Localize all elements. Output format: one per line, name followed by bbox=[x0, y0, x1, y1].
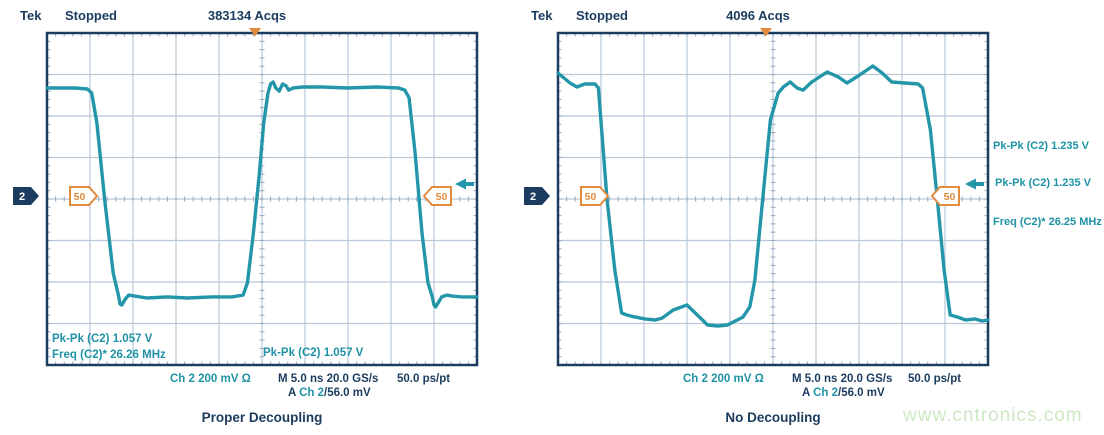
run-state-label: Stopped bbox=[576, 8, 628, 23]
acquisition-count: 4096 Acqs bbox=[726, 8, 790, 23]
trigger-arrow-icon[interactable] bbox=[965, 178, 984, 190]
measurement-pkpk-2: Pk-Pk (C2) 1.235 V bbox=[995, 177, 1091, 189]
vendor-label: Tek bbox=[531, 8, 553, 23]
run-state-label: Stopped bbox=[65, 8, 117, 23]
sample-resolution: 50.0 ps/pt bbox=[397, 373, 451, 385]
channel-settings: Ch 2 200 mV Ω bbox=[170, 373, 251, 385]
measurement-freq: Freq (C2)* 26.25 MHz bbox=[993, 216, 1102, 228]
measurement-freq: Freq (C2)* 26.26 MHz bbox=[52, 349, 166, 361]
trigger-position-marker-icon[interactable] bbox=[249, 28, 261, 37]
panel-caption: No Decoupling bbox=[725, 410, 821, 425]
channel-badge-label: 2 bbox=[19, 191, 25, 203]
measurement-pkpk: Pk-Pk (C2) 1.057 V bbox=[52, 333, 153, 345]
trigger-prefix: A bbox=[288, 387, 300, 399]
waveform-trace bbox=[45, 80, 479, 309]
trigger-level-value: /56.0 mV bbox=[324, 387, 371, 399]
trigger-level-label: 50 bbox=[585, 191, 597, 203]
channel-badge-label: 2 bbox=[530, 191, 536, 203]
trigger-position-marker-icon[interactable] bbox=[760, 28, 772, 37]
sample-resolution: 50.0 ps/pt bbox=[908, 373, 962, 385]
scope-panel-proper-decoupling: Tek Stopped 383134 Acqs 2 50 50 bbox=[13, 8, 479, 425]
trigger-prefix: A bbox=[802, 387, 814, 399]
trigger-source: Ch 2 bbox=[299, 387, 324, 399]
trigger-level-label: 50 bbox=[74, 191, 86, 203]
trigger-level-tag-right[interactable]: 50 bbox=[422, 186, 452, 206]
channel-2-badge[interactable]: 2 bbox=[13, 187, 39, 205]
watermark: www.cntronics.com bbox=[903, 405, 1083, 426]
graticule: 2 50 50 bbox=[524, 28, 990, 367]
timebase-settings: M 5.0 ns 20.0 GS/s bbox=[792, 373, 893, 385]
trigger-settings: A Ch 2/56.0 mV bbox=[288, 387, 371, 399]
graticule: 2 50 50 bbox=[13, 28, 479, 367]
vendor-label: Tek bbox=[20, 8, 42, 23]
panel-caption: Proper Decoupling bbox=[201, 410, 323, 425]
waveform-trace bbox=[556, 64, 990, 328]
trigger-settings: A Ch 2/56.0 mV bbox=[802, 387, 885, 399]
trigger-source: Ch 2 bbox=[813, 387, 838, 399]
trigger-level-label: 50 bbox=[436, 191, 448, 203]
measurement-pkpk-1: Pk-Pk (C2) 1.235 V bbox=[993, 140, 1089, 152]
trigger-level-label: 50 bbox=[944, 191, 956, 203]
channel-settings: Ch 2 200 mV Ω bbox=[683, 373, 764, 385]
timebase-settings: M 5.0 ns 20.0 GS/s bbox=[278, 373, 379, 385]
acquisition-count: 383134 Acqs bbox=[207, 8, 287, 23]
graticule-plot bbox=[45, 31, 479, 367]
trigger-level-tag-left[interactable]: 50 bbox=[69, 186, 99, 206]
trigger-arrow-icon[interactable] bbox=[455, 178, 474, 190]
scope-panel-no-decoupling: Tek Stopped 4096 Acqs 2 50 50 bbox=[511, 0, 1104, 435]
trigger-level-value: /56.0 mV bbox=[838, 387, 885, 399]
graticule-plot bbox=[556, 31, 990, 367]
measurement-pkpk-mid: Pk-Pk (C2) 1.057 V bbox=[263, 347, 364, 359]
trigger-level-tag-right[interactable]: 50 bbox=[930, 186, 960, 206]
trigger-level-tag-left[interactable]: 50 bbox=[580, 186, 610, 206]
channel-2-badge[interactable]: 2 bbox=[524, 187, 550, 205]
